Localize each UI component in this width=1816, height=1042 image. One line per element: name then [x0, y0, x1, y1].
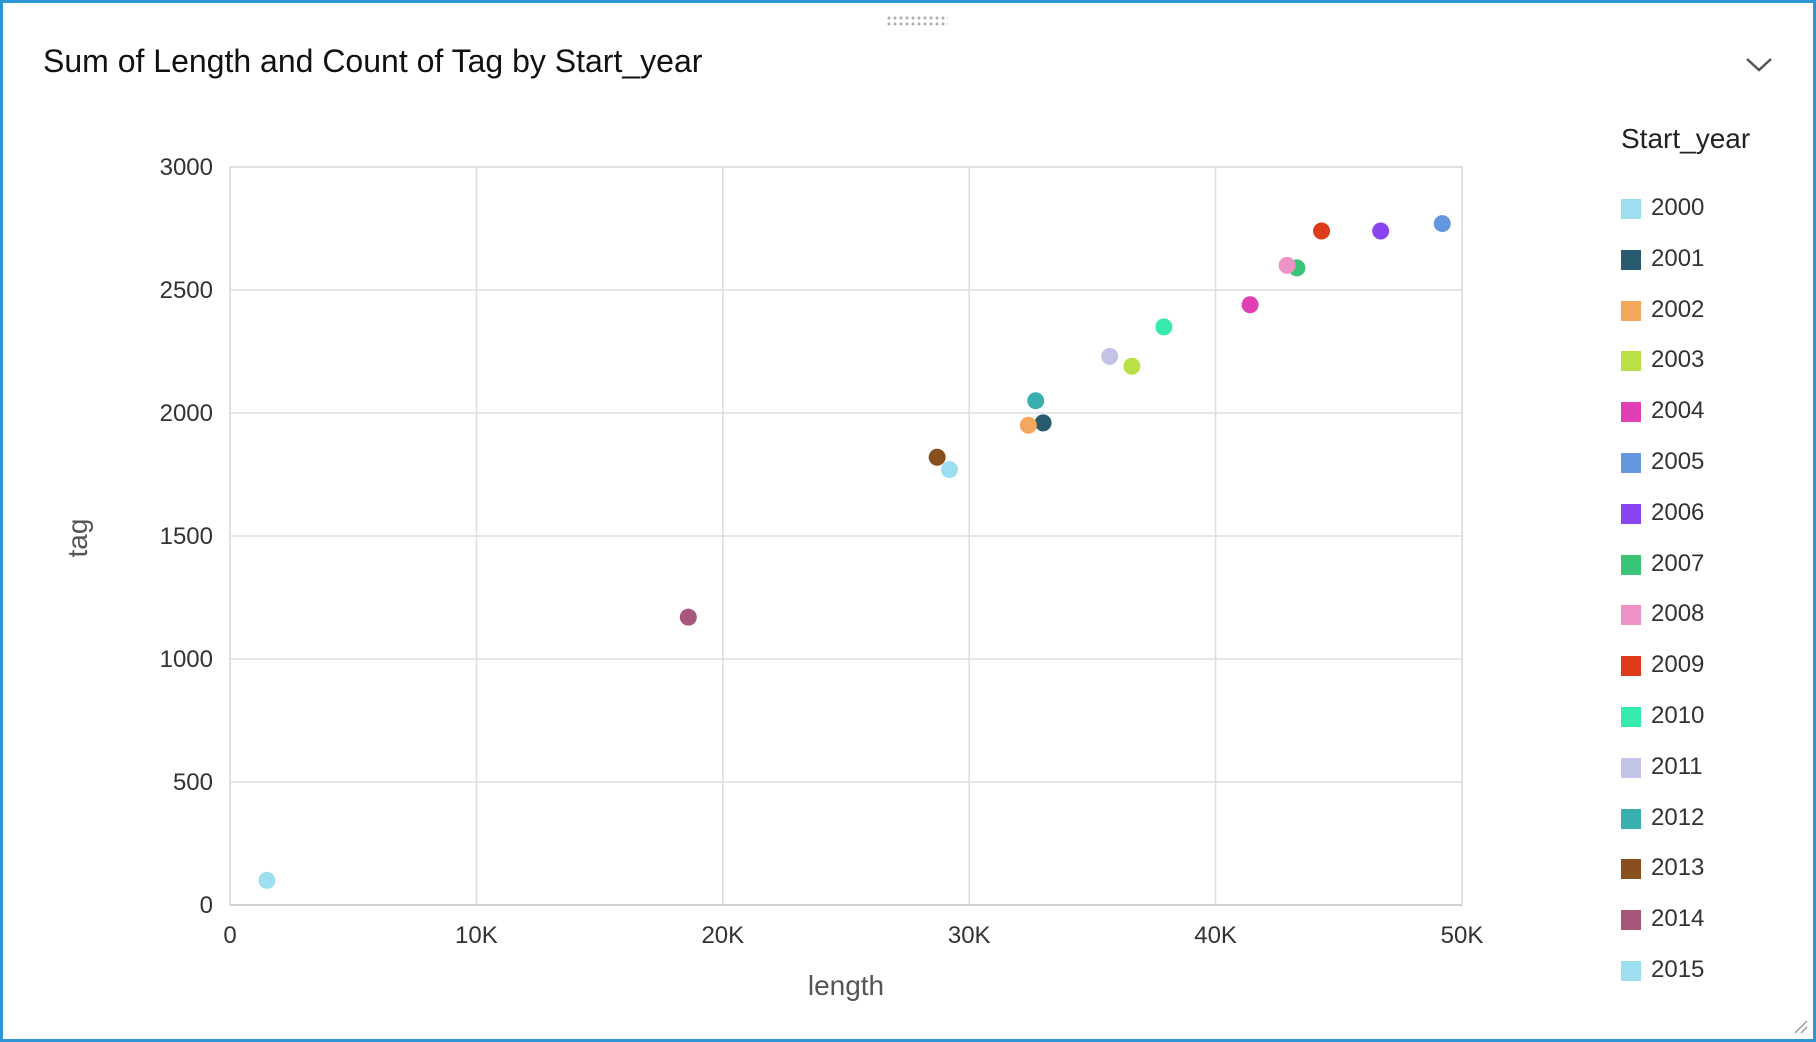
- data-point-2010[interactable]: [1155, 318, 1173, 336]
- legend-label: 2004: [1651, 397, 1705, 425]
- legend-swatch: [1621, 656, 1641, 677]
- legend-label: 2000: [1651, 194, 1705, 221]
- resize-corner-icon[interactable]: [1791, 1017, 1809, 1035]
- legend-label: 2011: [1651, 752, 1703, 780]
- legend-swatch: [1621, 503, 1641, 524]
- legend-swatch: [1621, 300, 1641, 321]
- x-tick-label: 20K: [701, 922, 744, 949]
- legend-label: 2006: [1651, 498, 1705, 526]
- legend-swatch: [1621, 961, 1641, 981]
- x-tick-label: 10K: [455, 922, 498, 949]
- data-point-2009[interactable]: [1313, 222, 1331, 240]
- y-tick-label: 500: [173, 769, 213, 796]
- data-point-2002[interactable]: [1019, 416, 1037, 434]
- legend-title: Start_year: [1621, 123, 1751, 154]
- chevron-down-icon[interactable]: [1741, 49, 1777, 79]
- legend-swatch: [1621, 910, 1641, 931]
- data-point-2015[interactable]: [940, 461, 958, 479]
- legend-label: 2015: [1651, 956, 1705, 983]
- legend-label: 2012: [1651, 803, 1705, 831]
- chart-title: Sum of Length and Count of Tag by Start_…: [43, 43, 703, 79]
- legend-swatch: [1621, 808, 1641, 829]
- x-tick-label: 40K: [1194, 922, 1237, 949]
- legend-label: 2007: [1651, 549, 1705, 577]
- x-tick-label: 50K: [1441, 922, 1484, 949]
- data-points: [258, 215, 1451, 889]
- y-tick-label: 2500: [160, 277, 213, 304]
- legend-label: 2002: [1651, 295, 1705, 323]
- legend-swatch: [1621, 249, 1641, 270]
- grid-lines: [229, 166, 1463, 906]
- y-tick-label: 2000: [160, 400, 213, 427]
- data-point-2003[interactable]: [1123, 357, 1141, 375]
- data-point-2014[interactable]: [679, 608, 697, 626]
- legend-label: 2014: [1651, 905, 1705, 933]
- data-point-2012[interactable]: [1027, 392, 1045, 410]
- drag-handle-icon[interactable]: [886, 15, 948, 27]
- legend-swatch: [1621, 707, 1641, 727]
- legend-label: 2009: [1651, 651, 1705, 679]
- y-tick-label: 3000: [160, 154, 213, 181]
- x-tick-label: 30K: [948, 922, 991, 949]
- data-point-2005[interactable]: [1433, 215, 1451, 233]
- x-axis-label: length: [808, 970, 884, 1001]
- legend-swatch: [1621, 757, 1641, 778]
- legend-label: 2013: [1651, 854, 1705, 882]
- y-tick-label: 1000: [160, 646, 213, 673]
- data-point-2000[interactable]: [258, 871, 276, 889]
- legend-label: 2003: [1651, 346, 1705, 374]
- legend-label: 2008: [1651, 600, 1705, 628]
- data-point-2011[interactable]: [1101, 347, 1119, 365]
- legend-label: 2001: [1651, 244, 1705, 272]
- data-point-2006[interactable]: [1372, 222, 1390, 240]
- data-point-2001[interactable]: [1034, 414, 1052, 432]
- y-tick-label: 1500: [160, 523, 213, 550]
- legend-swatch: [1621, 554, 1641, 575]
- y-axis-label: tag: [62, 519, 93, 558]
- legend-swatch: [1621, 605, 1641, 626]
- legend-swatch: [1621, 199, 1641, 219]
- legend-label: 2010: [1651, 702, 1705, 729]
- data-point-2008[interactable]: [1278, 256, 1296, 274]
- legend-swatch: [1621, 859, 1641, 880]
- axes: 0 500 1000 1500 2000 2500 3000 0 10K 20K 30K 40K 50K…: [62, 154, 1483, 1001]
- data-point-2013[interactable]: [928, 448, 946, 466]
- y-tick-label: 0: [200, 892, 213, 919]
- x-tick-label: 0: [223, 922, 236, 949]
- data-point-2004[interactable]: [1241, 296, 1259, 314]
- legend-swatch: [1621, 453, 1641, 473]
- legend-swatch: [1621, 402, 1641, 423]
- legend-label: 2005: [1651, 448, 1705, 475]
- scatter-chart: 0 500 1000 1500 2000 2500 3000 0 10K 20K 30K 40K 50K…: [62, 154, 1483, 1001]
- legend-swatch: [1621, 351, 1641, 372]
